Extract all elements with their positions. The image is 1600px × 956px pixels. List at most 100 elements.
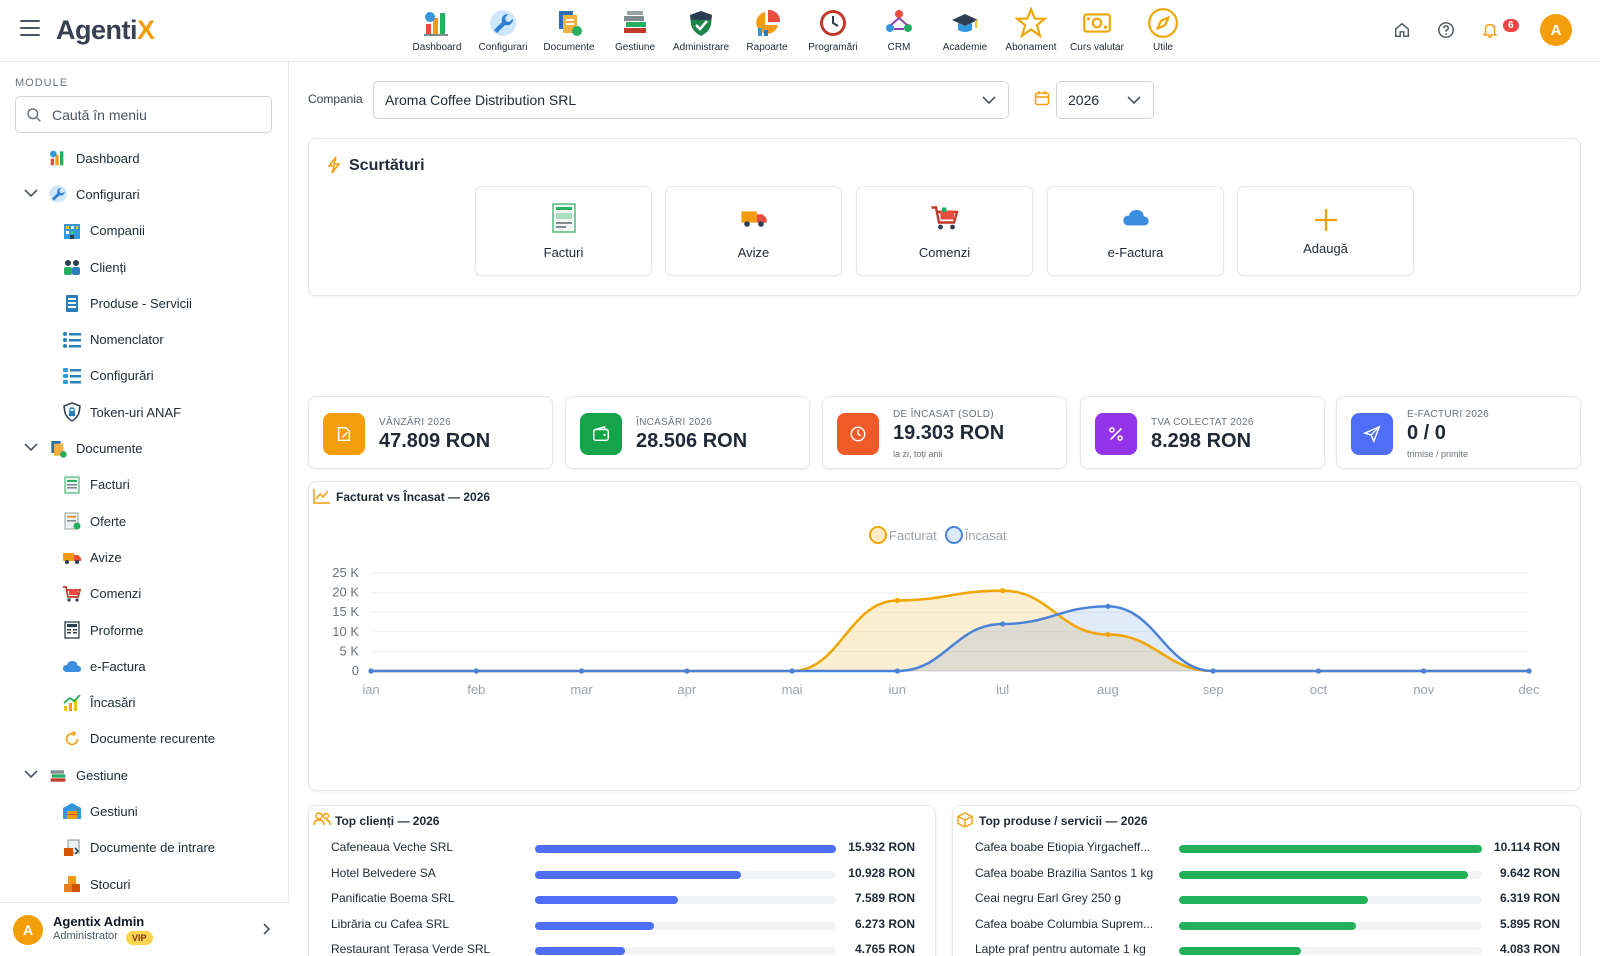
topnav-rapoarte[interactable]: Rapoarte xyxy=(734,6,800,53)
data-point[interactable] xyxy=(1000,588,1006,594)
topnav-documente[interactable]: Documente xyxy=(536,6,602,53)
x-tick-label: dec xyxy=(1519,682,1540,697)
sidebar-item-facturi[interactable]: Facturi xyxy=(0,467,289,503)
list-item[interactable]: Cafea boabe Etiopia Yirgacheff... 10.114 … xyxy=(953,836,1580,861)
sidebar-item-documente-recurente[interactable]: Documente recurente xyxy=(0,721,289,757)
star-icon xyxy=(1014,6,1048,40)
topnav-gestiune[interactable]: Gestiune xyxy=(602,6,668,53)
data-point[interactable] xyxy=(473,668,479,674)
item-value: 6.319 RON xyxy=(1499,891,1560,905)
legend-label-incasat[interactable]: Încasat xyxy=(964,527,1007,543)
stat-card-vanzari[interactable]: VÂNZĂRI 2026 47.809 RON xyxy=(308,396,553,469)
company-select[interactable]: Aroma Coffee Distribution SRL xyxy=(373,81,1009,119)
shortcut-e-factura[interactable]: e-Factura xyxy=(1047,186,1224,276)
sidebar-item-documente[interactable]: Documente xyxy=(0,430,289,466)
list-item[interactable]: Hotel Belvedere SA 10.928 RON xyxy=(309,862,935,887)
sidebar-item-companii[interactable]: Companii xyxy=(0,213,289,249)
app-logo[interactable]: AgentiX xyxy=(56,15,155,45)
hamburger-menu-icon[interactable] xyxy=(20,20,40,38)
shortcut-facturi[interactable]: Facturi xyxy=(475,186,652,276)
sidebar-item-incasari[interactable]: Încasări xyxy=(0,684,289,720)
legend-label-facturat[interactable]: Facturat xyxy=(889,527,937,543)
sidebar-item-oferte[interactable]: Oferte xyxy=(0,503,289,539)
sidebar-item-gestiuni[interactable]: Gestiuni xyxy=(0,793,289,829)
incoming-docs-icon xyxy=(62,838,82,858)
stat-card-incasari[interactable]: ÎNCASĂRI 2026 28.506 RON xyxy=(565,396,810,469)
list-item[interactable]: Cafea boabe Columbia Suprem... 5.895 RON xyxy=(953,913,1580,938)
data-point[interactable] xyxy=(894,597,900,604)
data-point[interactable] xyxy=(1421,668,1427,674)
user-avatar[interactable]: A xyxy=(1540,14,1572,46)
chevron-down-icon[interactable] xyxy=(24,188,38,198)
cloud-icon xyxy=(1048,203,1223,231)
sidebar-item-avize[interactable]: Avize xyxy=(0,539,289,575)
year-select[interactable]: 2026 xyxy=(1056,81,1154,119)
data-point[interactable] xyxy=(1210,668,1216,674)
notifications-bell-icon[interactable]: 6 xyxy=(1480,19,1519,40)
data-point[interactable] xyxy=(1000,621,1006,627)
shortcut-avize[interactable]: Avize xyxy=(665,186,842,276)
sidebar-item-gestiune[interactable]: Gestiune xyxy=(0,757,289,793)
list-item[interactable]: Cafeneaua Veche SRL 15.932 RON xyxy=(309,836,935,861)
data-point[interactable] xyxy=(894,668,900,674)
module-label: MODULE xyxy=(15,77,69,89)
data-point[interactable] xyxy=(1105,631,1111,638)
data-point[interactable] xyxy=(578,668,585,674)
stat-card-e-facturi[interactable]: E-FACTURI 2026 0 / 0 trimise / primite xyxy=(1336,396,1581,469)
list-item[interactable]: Lapte praf pentru automate 1 kg 4.083 RON xyxy=(953,938,1580,956)
sidebar-item-documente-de-intrare[interactable]: Documente de intrare xyxy=(0,830,289,866)
sidebar-search-input[interactable] xyxy=(52,106,252,123)
sidebar-item-proforme[interactable]: Proforme xyxy=(0,612,289,648)
data-point[interactable] xyxy=(368,668,374,674)
shield-lock-icon xyxy=(62,402,82,423)
topnav-curs-valutar[interactable]: Curs valutar xyxy=(1064,6,1130,53)
data-point[interactable] xyxy=(1526,668,1532,674)
topnav-academie[interactable]: Academie xyxy=(932,6,998,53)
data-point[interactable] xyxy=(1315,668,1322,674)
sidebar-item-clienti[interactable]: Clienți xyxy=(0,249,289,285)
sidebar-item-dashboard[interactable]: Dashboard xyxy=(0,140,289,176)
home-icon[interactable] xyxy=(1392,20,1412,40)
topnav-configurari[interactable]: Configurari xyxy=(470,6,536,53)
sidebar-item-e-factura[interactable]: e-Factura xyxy=(0,648,289,684)
shortcut-comenzi[interactable]: Comenzi xyxy=(856,186,1033,276)
sidebar-item-stocuri[interactable]: Stocuri xyxy=(0,866,289,902)
x-tick-label: iun xyxy=(889,682,906,697)
stat-card-tva[interactable]: TVA COLECTAT 2026 8.298 RON xyxy=(1080,396,1325,469)
sidebar-menu: Dashboard Configurari Companii Clienți P… xyxy=(0,140,289,902)
sidebar-user-footer[interactable]: A Agentix Admin Administrator VIP xyxy=(0,902,289,956)
data-point[interactable] xyxy=(684,668,690,674)
data-point[interactable] xyxy=(1105,603,1111,609)
topnav-administrare[interactable]: Administrare xyxy=(668,6,734,53)
dashboard-icon xyxy=(420,6,454,40)
top-bar: AgentiX Dashboard Configurari Documente … xyxy=(0,0,1600,62)
topnav-dashboard[interactable]: Dashboard xyxy=(404,6,470,53)
list-icon xyxy=(62,330,82,350)
truck-icon xyxy=(666,203,841,231)
sidebar-item-nomenclator[interactable]: Nomenclator xyxy=(0,321,289,357)
list-item[interactable]: Librăria cu Cafea SRL 6.273 RON xyxy=(309,913,935,938)
shortcut-adauga[interactable]: Adaugă xyxy=(1237,186,1414,276)
topnav-programari[interactable]: Programări xyxy=(800,6,866,53)
sidebar-search[interactable] xyxy=(15,96,272,133)
boxes-icon xyxy=(62,874,82,894)
sidebar-item-configurari[interactable]: Configurari xyxy=(0,176,289,212)
topnav-utile[interactable]: Utile xyxy=(1130,6,1196,53)
sidebar-item-produse-servicii[interactable]: Produse - Servicii xyxy=(0,285,289,321)
help-icon[interactable] xyxy=(1436,20,1456,40)
topnav-crm[interactable]: CRM xyxy=(866,6,932,53)
chevron-down-icon[interactable] xyxy=(24,442,38,452)
clock-icon xyxy=(850,426,866,442)
list-item[interactable]: Panificatie Boema SRL 7.589 RON xyxy=(309,887,935,912)
sidebar-item-tokenuri-anaf[interactable]: Token-uri ANAF xyxy=(0,394,289,430)
sidebar-item-configurari-sub[interactable]: Configurări xyxy=(0,358,289,394)
list-item[interactable]: Cafea boabe Brazilia Santos 1 kg 9.642 RO… xyxy=(953,862,1580,887)
list-item[interactable]: Restaurant Terasa Verde SRL 4.765 RON xyxy=(309,938,935,956)
topnav-abonament[interactable]: Abonament xyxy=(998,6,1064,53)
sidebar-item-comenzi[interactable]: Comenzi xyxy=(0,576,289,612)
chevron-right-icon[interactable] xyxy=(263,923,271,935)
chevron-down-icon[interactable] xyxy=(24,769,38,779)
list-item[interactable]: Ceai negru Earl Grey 250 g 6.319 RON xyxy=(953,887,1580,912)
stat-card-de-incasat[interactable]: DE ÎNCASAT (SOLD) 19.303 RON la zi, toți… xyxy=(822,396,1067,469)
data-point[interactable] xyxy=(789,668,795,674)
